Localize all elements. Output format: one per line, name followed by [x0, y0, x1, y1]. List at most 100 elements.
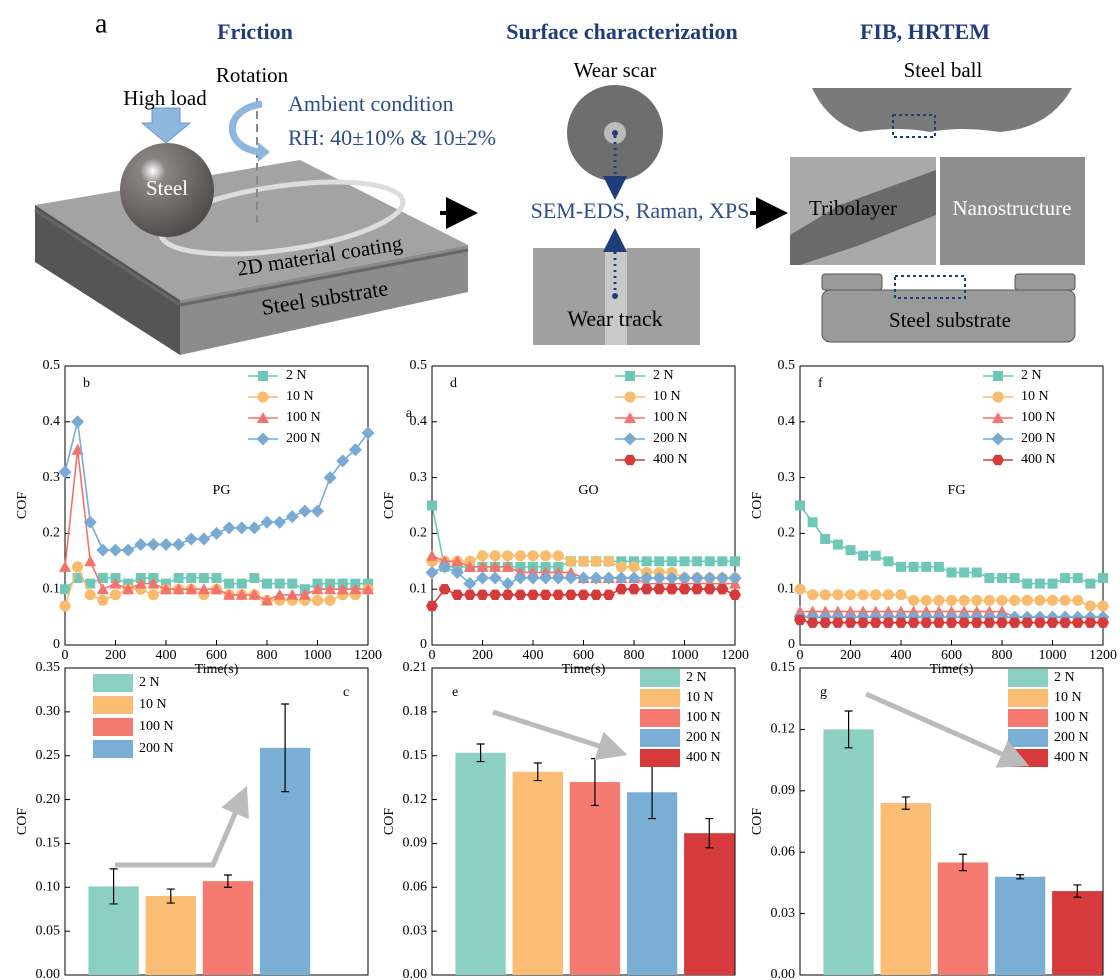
panel-label: d [450, 376, 457, 391]
y-tick-label: 0.18 [403, 704, 428, 719]
marker [997, 573, 1007, 583]
label: Steel [146, 176, 188, 200]
bar [203, 881, 253, 975]
marker [832, 589, 843, 600]
label: Tribolayer [809, 196, 897, 220]
marker [324, 471, 337, 484]
marker [1047, 595, 1058, 606]
legend-swatch [640, 689, 680, 707]
bar [513, 772, 563, 975]
bar [1052, 891, 1102, 975]
label: Wear track [567, 306, 662, 331]
marker [807, 589, 818, 600]
panel-label: g [820, 685, 827, 700]
marker [703, 572, 716, 585]
y-tick-label: 0.12 [771, 722, 796, 737]
marker [275, 579, 285, 589]
marker [223, 521, 236, 534]
marker [858, 589, 869, 600]
legend-swatch [640, 749, 680, 767]
legend-label: 200 N [139, 741, 174, 756]
legend-label: 100 N [1054, 710, 1089, 725]
y-tick-label: 0 [420, 637, 427, 652]
y-axis-label: COF [382, 808, 397, 835]
marker [1072, 595, 1083, 606]
legend-swatch [93, 696, 133, 714]
marker [186, 573, 196, 583]
marker [426, 550, 438, 561]
marker [959, 595, 970, 606]
marker [553, 550, 564, 561]
marker [730, 556, 740, 566]
marker [984, 573, 994, 583]
marker [514, 590, 526, 600]
y-tick-label: 0.3 [410, 470, 428, 485]
x-tick-label: 800 [257, 648, 278, 663]
marker [564, 572, 577, 585]
x-tick-label: 0 [62, 648, 69, 663]
label: Ambient condition [288, 91, 454, 116]
legend-label: 10 N [653, 389, 681, 404]
y-tick-label: 0.4 [778, 414, 796, 429]
marker [197, 532, 210, 545]
marker [261, 516, 274, 529]
legend-marker [624, 455, 636, 465]
marker [210, 527, 223, 540]
legend-label: 10 N [686, 690, 714, 705]
marker [502, 590, 514, 600]
y-tick-label: 0.00 [771, 967, 796, 980]
x-tick-label: 800 [624, 648, 645, 663]
legend-swatch [93, 718, 133, 736]
marker [1010, 573, 1020, 583]
marker [97, 583, 109, 594]
marker [1022, 579, 1032, 589]
marker [590, 590, 602, 600]
bar [823, 729, 873, 975]
label: Steel substrate [889, 308, 1011, 332]
marker [1009, 595, 1020, 606]
legend-label: 100 N [653, 410, 688, 425]
label: Nanostructure [953, 196, 1072, 220]
marker [716, 572, 729, 585]
legend-swatch [640, 729, 680, 747]
bar [627, 792, 677, 975]
y-axis-label: COF [750, 808, 765, 835]
marker [628, 584, 640, 594]
legend-label: 100 N [139, 719, 174, 734]
legend-label: 200 N [686, 730, 721, 745]
marker [212, 573, 222, 583]
pad [822, 274, 882, 290]
bar [570, 782, 620, 975]
label: Rotation [216, 63, 289, 87]
y-axis-label: COF [382, 492, 397, 519]
legend-marker [993, 371, 1003, 381]
marker [1073, 573, 1083, 583]
marker [729, 590, 741, 600]
marker [501, 577, 514, 590]
marker [591, 556, 602, 567]
marker [933, 595, 944, 606]
marker [514, 572, 527, 585]
x-tick-label: 1000 [1039, 648, 1067, 663]
bar [995, 877, 1045, 975]
marker [845, 589, 856, 600]
marker [59, 466, 72, 479]
marker [1098, 573, 1108, 583]
bar [684, 833, 734, 975]
marker [578, 590, 590, 600]
legend-label: 200 N [653, 431, 688, 446]
y-tick-label: 0.00 [36, 967, 61, 980]
legend-label: 200 N [286, 431, 321, 446]
legend-swatch [1008, 669, 1048, 687]
y-tick-label: 0.4 [43, 414, 61, 429]
marker [972, 567, 982, 577]
legend-marker [258, 371, 268, 381]
legend-label: 100 N [686, 710, 721, 725]
y-tick-label: 0.2 [410, 526, 428, 541]
marker [489, 590, 501, 600]
y-tick-label: 0.5 [43, 358, 61, 373]
marker [896, 562, 906, 572]
legend-swatch [1008, 729, 1048, 747]
marker [539, 572, 552, 585]
